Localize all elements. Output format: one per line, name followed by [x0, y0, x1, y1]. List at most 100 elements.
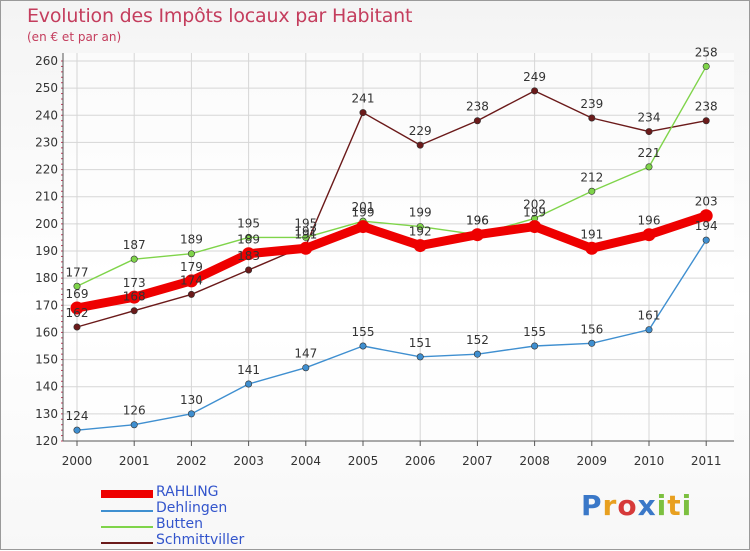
data-label-rahling: 191 [294, 227, 317, 241]
data-label-rahling: 179 [180, 260, 203, 274]
legend-swatch-butten [101, 526, 153, 528]
data-label-schmittviller: 162 [66, 306, 89, 320]
data-point-butten [702, 62, 710, 70]
data-label-rahling: 196 [638, 214, 661, 228]
data-point-rahling [642, 228, 656, 242]
x-tick-label: 2004 [291, 454, 322, 468]
data-point-dehlingen [245, 380, 253, 388]
data-point-butten [73, 282, 81, 290]
data-label-dehlingen: 156 [580, 322, 603, 336]
legend-label-schmittviller: Schmittviller [156, 532, 245, 548]
y-tick-label: 240 [35, 108, 58, 122]
data-point-dehlingen [187, 410, 195, 418]
data-point-rahling [299, 241, 313, 255]
y-tick-label: 220 [35, 163, 58, 177]
data-label-butten: 212 [580, 170, 603, 184]
data-point-rahling [528, 220, 542, 234]
data-label-butten: 221 [638, 146, 661, 160]
data-label-dehlingen: 147 [294, 347, 317, 361]
data-point-butten [588, 187, 596, 195]
y-tick-label: 260 [35, 54, 58, 68]
chart-title: Evolution des Impôts locaux par Habitant [27, 5, 413, 27]
data-point-rahling [699, 209, 713, 223]
data-label-dehlingen: 151 [409, 336, 432, 350]
x-tick-label: 2009 [577, 454, 608, 468]
data-label-butten: 195 [294, 216, 317, 230]
data-point-schmittviller [702, 117, 710, 125]
proxiti-logo: Proxiti [581, 489, 692, 522]
legend-swatch-rahling [101, 490, 153, 498]
data-point-dehlingen [302, 364, 310, 372]
data-point-dehlingen [645, 326, 653, 334]
data-label-butten: 199 [409, 206, 432, 220]
data-point-rahling [470, 228, 484, 242]
data-label-dehlingen: 152 [466, 333, 489, 347]
legend-item-dehlingen: Dehlingen [101, 500, 301, 519]
data-label-rahling: 192 [409, 225, 432, 239]
data-point-dehlingen [531, 342, 539, 350]
data-label-rahling: 203 [695, 195, 718, 209]
data-point-schmittviller [73, 323, 81, 331]
data-label-butten: 258 [695, 45, 718, 59]
data-label-dehlingen: 141 [237, 363, 260, 377]
y-tick-label: 180 [35, 271, 58, 285]
y-tick-label: 250 [35, 81, 58, 95]
data-point-butten [416, 223, 424, 231]
logo-letter: i [656, 489, 668, 522]
data-point-schmittviller [588, 114, 596, 122]
x-tick-label: 2000 [62, 454, 93, 468]
legend-label-dehlingen: Dehlingen [156, 500, 228, 516]
data-label-rahling: 199 [352, 206, 375, 220]
chart-subtitle: (en € et par an) [27, 30, 122, 44]
logo-letter: x [637, 489, 657, 522]
data-label-schmittviller: 183 [237, 249, 260, 263]
y-tick-label: 170 [35, 298, 58, 312]
data-point-rahling [242, 247, 256, 261]
data-label-schmittviller: 174 [180, 273, 203, 287]
data-label-dehlingen: 126 [123, 404, 146, 418]
legend-swatch-dehlingen [101, 510, 153, 512]
data-point-rahling [413, 239, 427, 253]
data-label-rahling: 199 [523, 206, 546, 220]
series-line-schmittviller [76, 90, 707, 328]
data-label-rahling: 173 [123, 276, 146, 290]
data-point-rahling [585, 241, 599, 255]
x-tick-label: 2001 [119, 454, 150, 468]
data-point-schmittviller [416, 141, 424, 149]
y-tick-label: 210 [35, 190, 58, 204]
series-line-rahling [72, 211, 711, 313]
data-label-butten: 201 [352, 200, 375, 214]
legend-label-rahling: RAHLING [156, 484, 219, 500]
data-label-rahling: 189 [237, 233, 260, 247]
data-label-dehlingen: 161 [638, 309, 661, 323]
data-label-butten: 187 [123, 238, 146, 252]
data-label-schmittviller: 234 [638, 111, 661, 125]
data-label-schmittviller: 168 [123, 290, 146, 304]
y-tick-label: 120 [35, 434, 58, 448]
data-point-schmittviller [531, 87, 539, 95]
data-point-dehlingen [416, 353, 424, 361]
data-label-schmittviller: 229 [409, 124, 432, 138]
data-point-dehlingen [130, 421, 138, 429]
y-tick-label: 160 [35, 325, 58, 339]
data-label-schmittviller: 241 [352, 92, 375, 106]
series-line-dehlingen [76, 239, 707, 431]
data-label-dehlingen: 124 [66, 409, 89, 423]
x-tick-label: 2005 [348, 454, 379, 468]
legend-item-schmittviller: Schmittviller [101, 532, 301, 551]
y-tick-label: 200 [35, 217, 58, 231]
data-point-schmittviller [645, 128, 653, 136]
legend-label-butten: Butten [156, 516, 203, 532]
data-label-butten: 189 [180, 233, 203, 247]
data-point-schmittviller [473, 117, 481, 125]
data-point-schmittviller [245, 266, 253, 274]
data-label-dehlingen: 155 [523, 325, 546, 339]
data-point-dehlingen [588, 339, 596, 347]
data-label-rahling: 169 [66, 287, 89, 301]
series-line-butten [76, 65, 707, 287]
data-point-butten [302, 233, 310, 241]
plot-area [63, 53, 734, 441]
logo-letter: P [581, 489, 603, 522]
legend-item-butten: Butten [101, 516, 301, 535]
